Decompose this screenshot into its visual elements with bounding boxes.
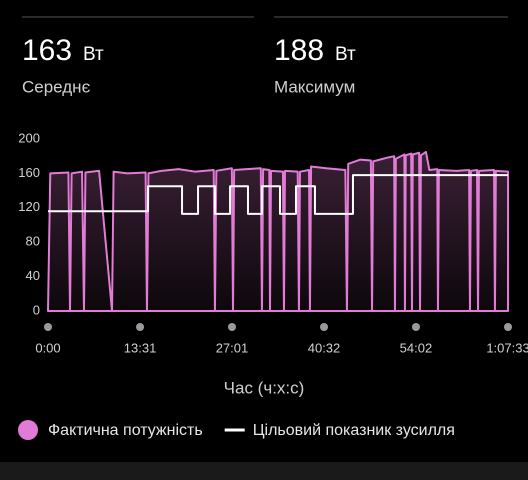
legend-label: Цільовий показник зусилля <box>253 422 455 439</box>
x-tick-dot <box>411 323 420 331</box>
y-tick-label: 120 <box>18 199 40 214</box>
y-tick-label: 40 <box>26 268 40 283</box>
stat-label: Максимум <box>274 77 355 96</box>
stat-value: 188 <box>274 34 324 67</box>
stat-unit: Вт <box>335 44 356 65</box>
bottom-bar <box>0 462 528 480</box>
x-tick-label: 27:01 <box>216 340 249 355</box>
stat-value: 163 <box>22 34 72 67</box>
x-tick-label: 13:31 <box>124 340 157 355</box>
series-line <box>48 174 508 215</box>
y-tick-label: 0 <box>33 302 40 317</box>
stat-label: Середнє <box>22 77 91 96</box>
x-tick-dot <box>504 323 512 331</box>
x-tick-dot <box>44 323 52 331</box>
x-tick-dot <box>227 323 236 331</box>
x-tick-label: 1:07:33 <box>486 340 528 355</box>
y-tick-label: 80 <box>26 234 40 249</box>
series-area <box>47 150 509 312</box>
stat-unit: Вт <box>83 44 104 65</box>
y-tick-label: 200 <box>18 130 40 145</box>
x-tick-dot <box>320 323 329 331</box>
legend-swatch <box>18 420 38 440</box>
x-axis-title: Час (ч:х:с) <box>224 378 305 397</box>
y-tick-label: 160 <box>18 165 40 180</box>
x-tick-label: 0:00 <box>35 340 60 355</box>
legend-label: Фактична потужність <box>48 422 203 439</box>
x-tick-label: 40:32 <box>308 340 341 355</box>
x-tick-label: 54:02 <box>400 340 433 355</box>
x-tick-dot <box>136 323 145 331</box>
